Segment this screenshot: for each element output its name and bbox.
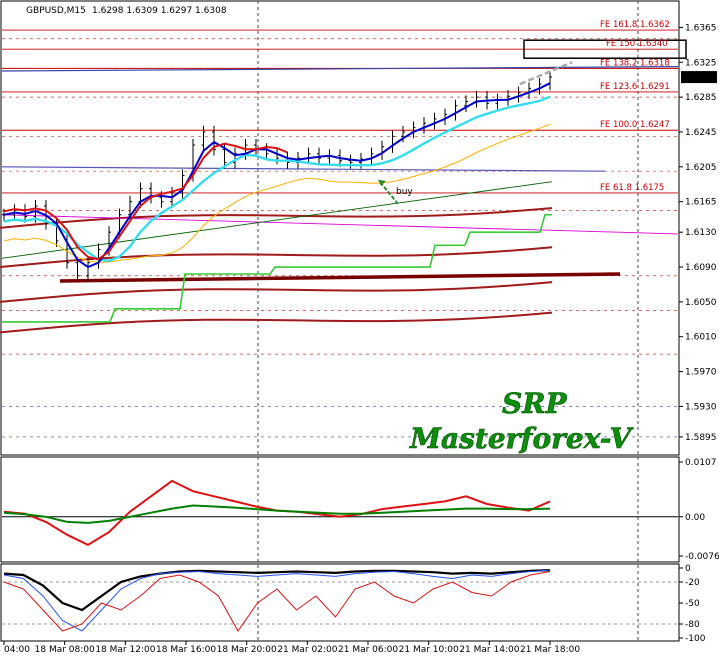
moving-average-orange bbox=[3, 123, 551, 263]
projection-arrow bbox=[519, 61, 573, 86]
time-axis-label: 18 Mar 16:00 bbox=[156, 645, 216, 655]
channel-envelope bbox=[0, 207, 553, 229]
fib-level-label: FE 150 1.6340 bbox=[606, 39, 668, 49]
time-axis-label: 04:00 bbox=[4, 645, 30, 655]
price-tick-label: 1.5895 bbox=[685, 433, 717, 443]
channel-envelope bbox=[0, 281, 553, 303]
axis-layer: 1.6365 1.6325 1.6285 1.6245 1.6205 1.6165 1.61… bbox=[3, 23, 719, 655]
price-tick-label: 1.6205 bbox=[685, 163, 717, 173]
fib-box bbox=[523, 39, 687, 59]
price-tick-label: 1.6325 bbox=[685, 58, 717, 68]
price-tick-label: 1.5970 bbox=[685, 368, 717, 378]
price-tick-label: 1.6090 bbox=[685, 263, 717, 273]
step-indicator bbox=[2, 213, 552, 323]
watermark-srp: SRP bbox=[502, 387, 567, 420]
fib-level-label: FE 100.0 1.6247 bbox=[600, 120, 670, 130]
price-tick-label: 1.6365 bbox=[685, 23, 717, 33]
price-tick-label: 1.6245 bbox=[685, 128, 717, 138]
oscillator1-series bbox=[3, 504, 551, 524]
osc2-tick-label: -100 bbox=[685, 634, 706, 644]
price-tick-label: 1.6010 bbox=[685, 333, 717, 343]
price-tick-label: 1.6050 bbox=[685, 298, 717, 308]
current-price-label: 1.6308 bbox=[684, 73, 716, 83]
time-axis-label: 18 Mar 20:00 bbox=[217, 645, 277, 655]
price-tick-label: 1.6165 bbox=[685, 198, 717, 208]
price-tick-label: 1.5930 bbox=[685, 402, 717, 412]
osc2-tick-label: -80 bbox=[685, 620, 700, 630]
trend-line bbox=[1, 66, 679, 72]
watermark-masterforex: Masterforex-V bbox=[409, 422, 634, 455]
trend-line bbox=[1, 214, 679, 235]
buy-label: buy bbox=[396, 187, 413, 197]
symbol-label: GBPUSD,M15 bbox=[26, 6, 86, 16]
price-panel-frame bbox=[0, 0, 680, 456]
moving-average-cyan bbox=[3, 95, 551, 263]
price-layer: FE 161.8 1.6362 FE 150 1.6340 FE 138.2 1.6… bbox=[0, 20, 687, 438]
buy-arrow-head bbox=[378, 179, 386, 186]
buy-arrow bbox=[379, 181, 399, 205]
time-axis-label: 21 Mar 02:00 bbox=[277, 645, 337, 655]
time-axis-label: 21 Mar 14:00 bbox=[459, 645, 519, 655]
oscillator2-series bbox=[3, 569, 551, 612]
moving-average-red bbox=[3, 142, 288, 261]
osc2-tick-label: -50 bbox=[685, 599, 700, 609]
osc2-tick-label: -20 bbox=[685, 578, 700, 588]
time-axis-label: 21 Mar 10:00 bbox=[399, 645, 459, 655]
time-axis-label: 21 Mar 18:00 bbox=[520, 645, 580, 655]
time-axis-label: 18 Mar 12:00 bbox=[95, 645, 155, 655]
support-line bbox=[59, 272, 621, 283]
fib-level-label: FE 161.8 1.6362 bbox=[600, 20, 670, 30]
trend-line bbox=[1, 181, 553, 259]
osc1-tick-label: 0.0107 bbox=[685, 458, 717, 468]
oscillator2-panel-frame bbox=[0, 563, 680, 642]
moving-average-blue bbox=[3, 82, 551, 269]
fib-level-label: FE 61.8 1.6175 bbox=[600, 183, 664, 193]
trend-line bbox=[1, 166, 606, 172]
channel-envelope bbox=[0, 311, 553, 334]
osc2-tick-label: 0 bbox=[685, 564, 691, 574]
fib-level-label: FE 123.6 1.6291 bbox=[600, 82, 670, 92]
osc1-tick-label: 0.00 bbox=[685, 513, 705, 523]
ohlc-label: 1.6298 1.6309 1.6297 1.6308 bbox=[92, 6, 227, 16]
time-axis-label: 18 Mar 08:00 bbox=[35, 645, 95, 655]
fib-level-label: FE 138.2 1.6318 bbox=[600, 58, 670, 68]
oscillator2-layer bbox=[2, 569, 678, 632]
price-tick-label: 1.6285 bbox=[685, 93, 717, 103]
oscillator1-panel-frame bbox=[0, 456, 680, 563]
oscillator2-series bbox=[3, 571, 551, 632]
current-price-box bbox=[681, 71, 717, 84]
oscillator2-series bbox=[3, 569, 551, 632]
channel-envelope bbox=[0, 246, 553, 269]
time-axis-label: 21 Mar 06:00 bbox=[338, 645, 398, 655]
osc1-tick-label: -0.00766 bbox=[685, 552, 719, 562]
price-tick-label: 1.6130 bbox=[685, 228, 717, 238]
oscillator1-layer bbox=[2, 479, 678, 547]
